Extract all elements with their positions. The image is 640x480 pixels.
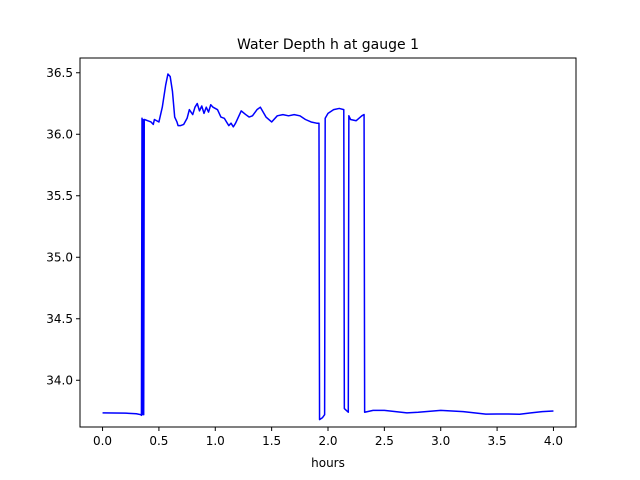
y-tick-label: 35.0 [46, 250, 73, 264]
x-tick-label: 1.0 [206, 434, 225, 448]
y-axis: 34.0 34.5 35.0 35.5 36.0 36.5 [46, 66, 80, 387]
y-tick-label: 36.0 [46, 127, 73, 141]
plot-area: 0.0 0.5 1.0 1.5 2.0 2.5 3.0 3.5 4.0 34.0 34.5 35.0… [46, 57, 577, 448]
chart-title: Water Depth h at gauge 1 [237, 37, 419, 53]
x-tick-label: 2.5 [375, 434, 394, 448]
x-tick-label: 2.0 [318, 434, 337, 448]
x-axis: 0.0 0.5 1.0 1.5 2.0 2.5 3.0 3.5 4.0 [93, 427, 563, 448]
y-tick-label: 34.5 [46, 312, 73, 326]
x-tick-label: 3.5 [488, 434, 507, 448]
x-tick-label: 4.0 [544, 434, 563, 448]
x-tick-label: 3.0 [431, 434, 450, 448]
y-tick-label: 35.5 [46, 189, 73, 203]
x-axis-label: hours [311, 456, 345, 470]
y-tick-label: 36.5 [46, 66, 73, 80]
x-tick-label: 1.5 [262, 434, 281, 448]
x-tick-label: 0.0 [93, 434, 112, 448]
x-tick-label: 0.5 [149, 434, 168, 448]
series-line [102, 73, 554, 421]
y-tick-label: 34.0 [46, 373, 73, 387]
